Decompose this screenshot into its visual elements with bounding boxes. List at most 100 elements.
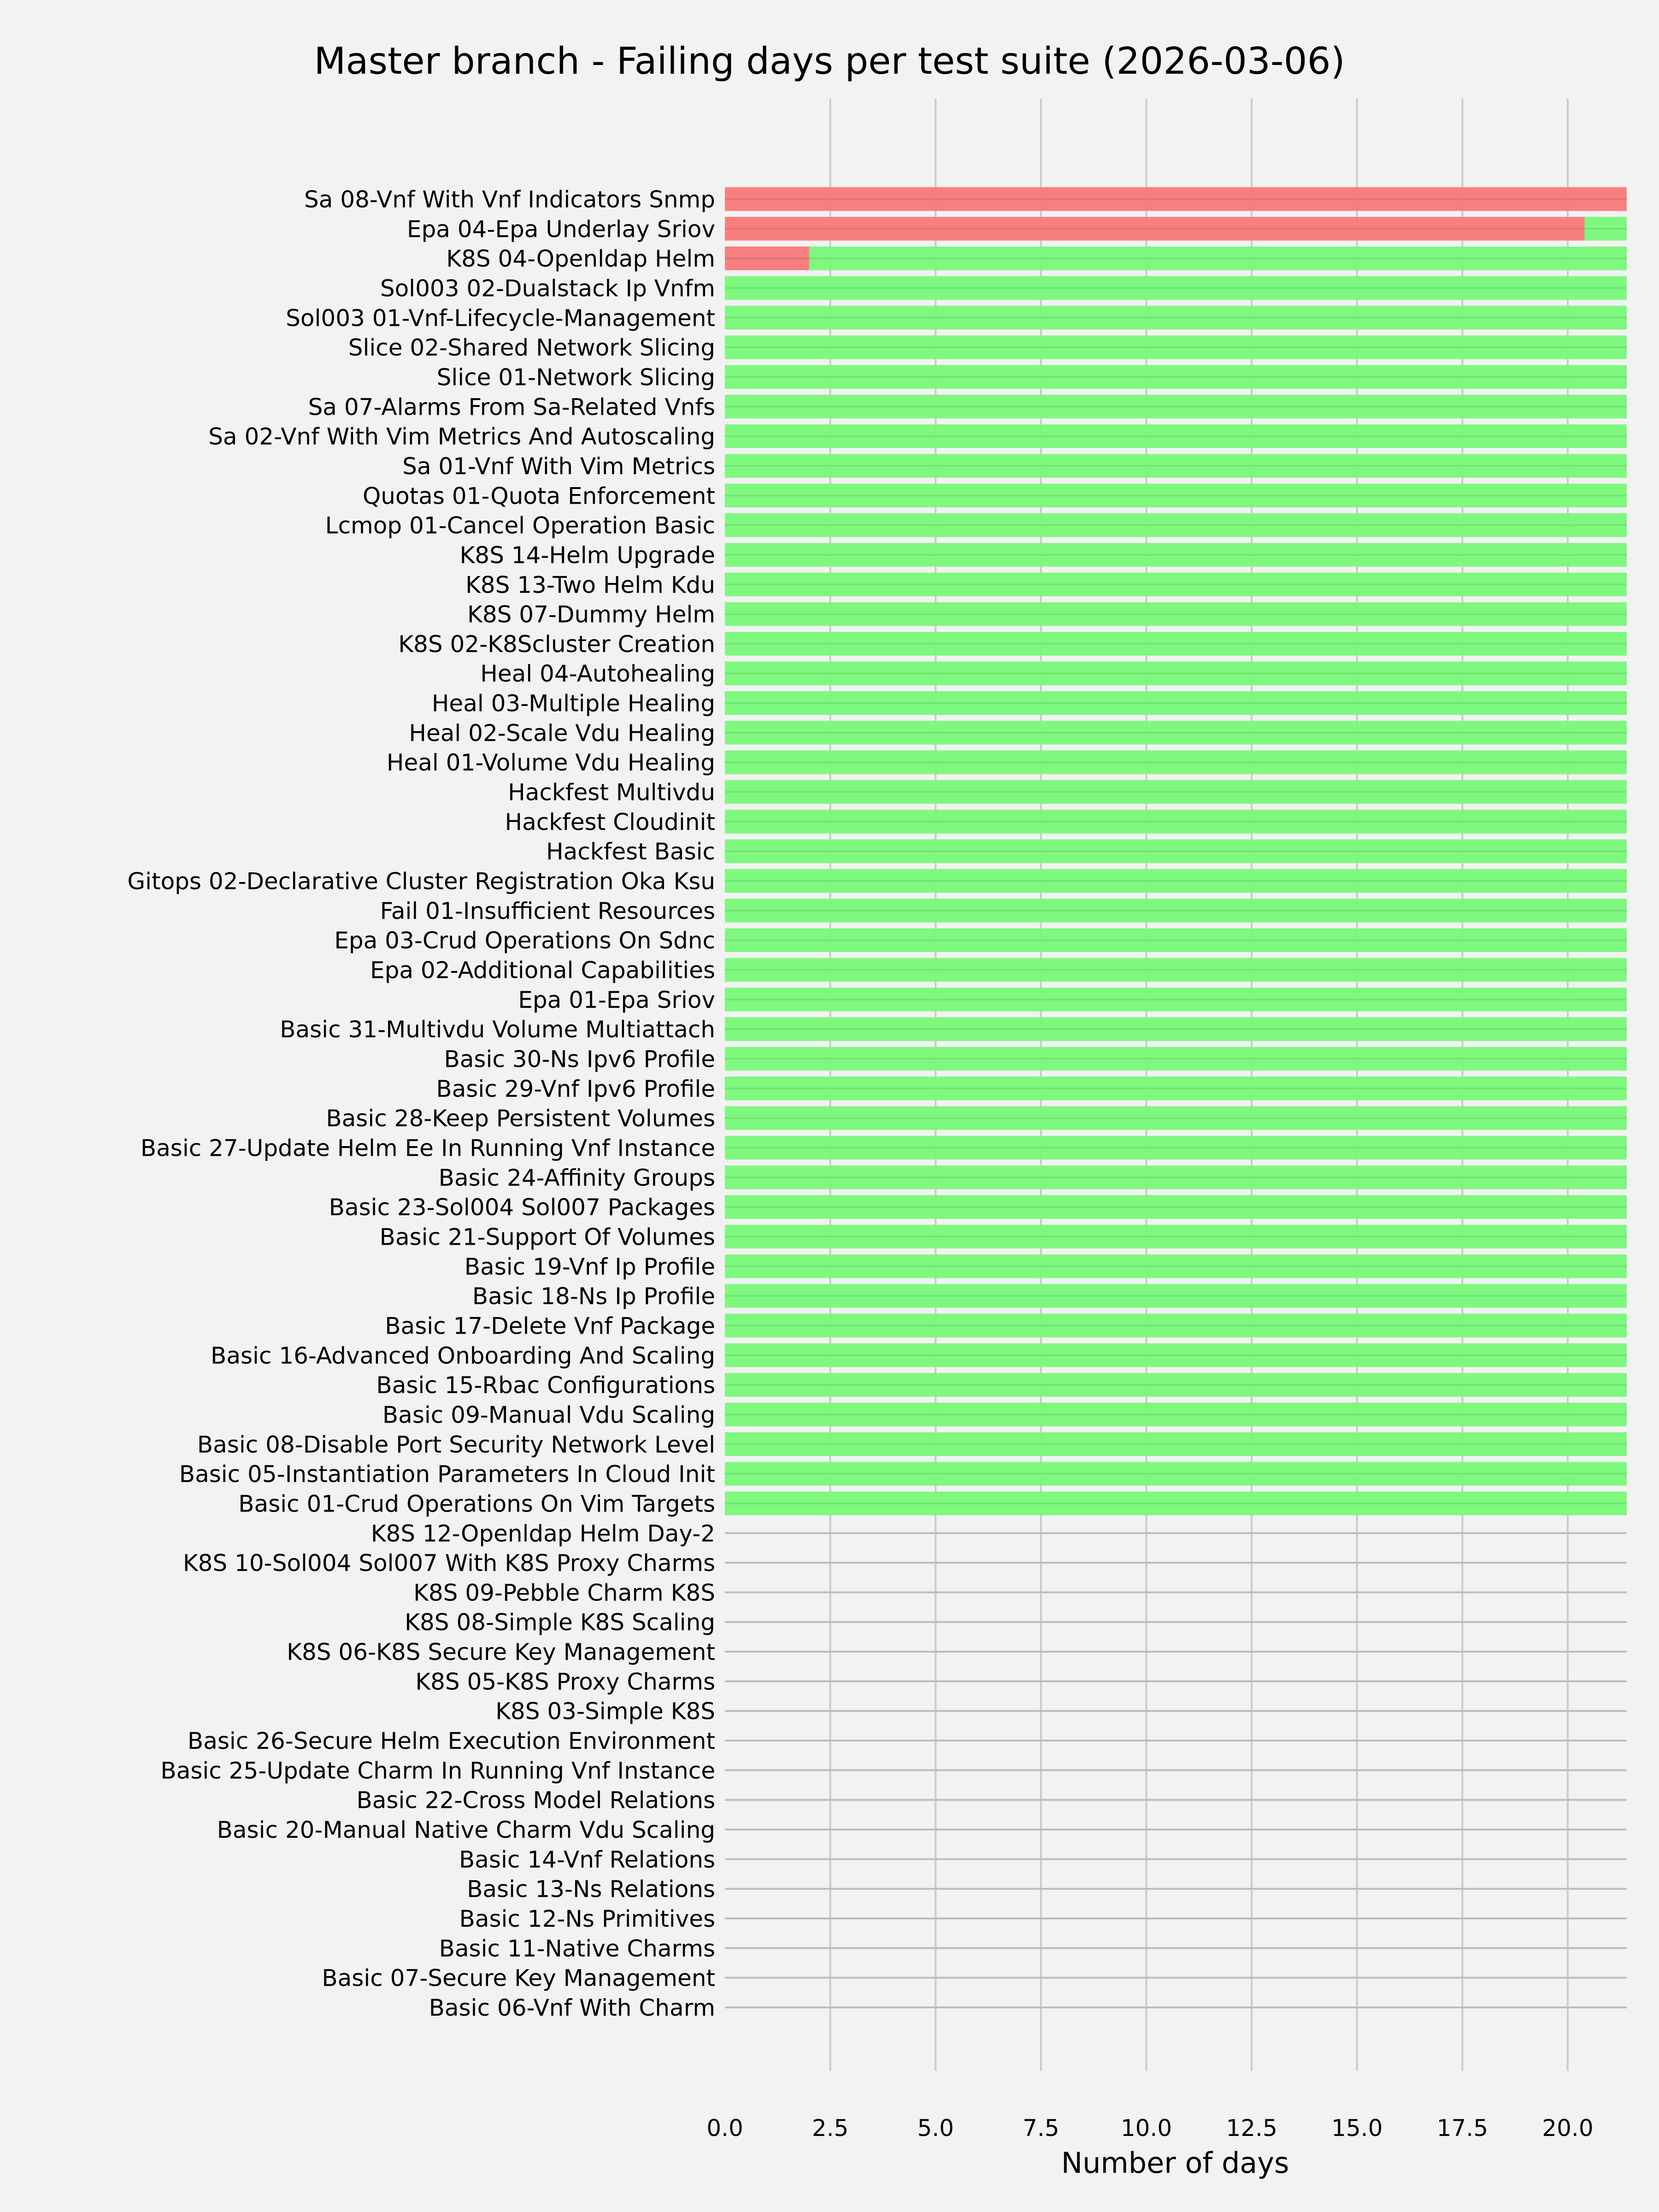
bar-passing — [725, 394, 1627, 419]
bar-passing — [725, 1224, 1627, 1249]
x-tick-label: 10.0 — [1121, 2115, 1172, 2141]
bar-failing — [725, 246, 809, 271]
y-tick-label: Gitops 02-Declarative Cluster Registrati… — [127, 868, 715, 895]
y-tick-label: Epa 01-Epa Sriov — [518, 987, 715, 1013]
bar-passing — [725, 988, 1627, 1012]
x-tick-label: 20.0 — [1542, 2115, 1593, 2141]
y-tick-label: Heal 03-Multiple Healing — [432, 690, 715, 717]
bars — [725, 187, 1627, 2008]
y-tick-label: Basic 14-Vnf Relations — [459, 1846, 715, 1873]
bar-passing — [725, 543, 1627, 567]
y-tick-label: Basic 05-Instantiation Parameters In Clo… — [179, 1461, 715, 1488]
bar-passing — [725, 1491, 1627, 1516]
bar-passing — [725, 335, 1627, 359]
bar-passing — [725, 1254, 1627, 1278]
y-tick-label: Hackfest Cloudinit — [505, 809, 716, 835]
bar-passing — [725, 691, 1627, 715]
y-tick-label: Basic 18-Ns Ip Profile — [472, 1283, 715, 1310]
y-tick-label: K8S 14-Helm Upgrade — [459, 542, 715, 569]
y-tick-label: Basic 31-Multivdu Volume Multiattach — [280, 1016, 715, 1043]
bar-passing — [809, 246, 1627, 271]
bar-passing — [725, 1462, 1627, 1486]
y-tick-label: Basic 12-Ns Primitives — [459, 1906, 716, 1932]
y-tick-label: Basic 08-Disable Port Security Network L… — [197, 1431, 715, 1458]
y-tick-label: K8S 02-K8Scluster Creation — [398, 631, 715, 658]
bar-passing — [725, 1017, 1627, 1041]
bar-passing — [725, 483, 1627, 508]
y-tick-label: Basic 22-Cross Model Relations — [356, 1787, 715, 1814]
bar-passing — [725, 513, 1627, 537]
bar-passing — [725, 572, 1627, 596]
y-tick-label: Basic 20-Manual Native Charm Vdu Scaling — [217, 1817, 715, 1843]
x-axis-label: Number of days — [1061, 2146, 1289, 2180]
y-tick-label: Quotas 01-Quota Enforcement — [363, 482, 715, 509]
bar-passing — [725, 661, 1627, 685]
y-tick-label: Sa 07-Alarms From Sa-Related Vnfs — [308, 394, 715, 420]
y-tick-label: K8S 08-Simple K8S Scaling — [405, 1609, 715, 1636]
bar-passing — [725, 424, 1627, 448]
y-tick-label: K8S 09-Pebble Charm K8S — [413, 1579, 715, 1606]
y-tick-label: Basic 25-Update Charm In Running Vnf Ins… — [160, 1757, 715, 1784]
y-tick-label: Epa 04-Epa Underlay Sriov — [407, 216, 715, 242]
y-tick-label: Slice 01-Network Slicing — [437, 364, 715, 391]
y-tick-label: Basic 28-Keep Persistent Volumes — [326, 1105, 715, 1132]
x-tick-label: 12.5 — [1226, 2115, 1277, 2141]
bar-passing — [725, 1313, 1627, 1338]
bar-passing — [725, 1195, 1627, 1219]
y-tick-label: Basic 01-Crud Operations On Vim Targets — [238, 1490, 715, 1517]
bar-passing — [725, 454, 1627, 478]
bar-passing — [725, 1284, 1627, 1308]
y-tick-label: Basic 09-Manual Vdu Scaling — [382, 1401, 715, 1428]
bar-passing — [725, 306, 1627, 330]
y-tick-label: Basic 23-Sol004 Sol007 Packages — [329, 1194, 715, 1221]
y-tick-label: K8S 07-Dummy Helm — [467, 601, 715, 628]
bar-passing — [725, 721, 1627, 745]
y-tick-label: Basic 21-Support Of Volumes — [380, 1224, 715, 1250]
y-tick-label: K8S 04-Openldap Helm — [446, 246, 715, 272]
y-tick-label: Basic 07-Secure Key Management — [322, 1965, 715, 1992]
y-tick-label: Fail 01-Insufficient Resources — [380, 898, 715, 924]
bar-passing — [725, 1077, 1627, 1100]
bar-passing — [725, 1373, 1627, 1397]
y-tick-label: Heal 02-Scale Vdu Healing — [409, 720, 715, 747]
y-tick-labels: Sa 08-Vnf With Vnf Indicators Snmp Epa 04… — [127, 186, 715, 2021]
x-tick-labels: 0.0 2.5 5.0 7.5 10.0 12.5 15.0 17.5 20.0 — [706, 2115, 1593, 2141]
bar-passing — [725, 276, 1627, 300]
y-tick-label: Sa 01-Vnf With Vim Metrics — [402, 453, 715, 480]
bar-failing — [725, 217, 1585, 241]
bar-passing — [725, 928, 1627, 952]
bar-passing — [725, 1165, 1627, 1189]
bar-passing — [725, 365, 1627, 389]
bar-passing — [725, 750, 1627, 774]
y-tick-label: Basic 16-Advanced Onboarding And Scaling — [211, 1342, 715, 1369]
x-tick-label: 15.0 — [1331, 2115, 1382, 2141]
y-tick-label: Sol003 01-Vnf-Lifecycle-Management — [286, 305, 715, 331]
y-tick-label: Basic 29-Vnf Ipv6 Profile — [436, 1076, 715, 1102]
y-tick-label: Basic 27-Update Helm Ee In Running Vnf I… — [141, 1135, 715, 1161]
bar-passing — [725, 1343, 1627, 1367]
y-tick-label: K8S 10-Sol004 Sol007 With K8S Proxy Char… — [183, 1550, 715, 1577]
y-tick-label: Epa 03-Crud Operations On Sdnc — [334, 927, 715, 954]
chart-title: Master branch - Failing days per test su… — [314, 40, 1345, 82]
bar-passing — [725, 1402, 1627, 1427]
y-tick-label: Basic 17-Delete Vnf Package — [385, 1312, 715, 1339]
y-tick-label: Slice 02-Shared Network Slicing — [348, 335, 715, 361]
y-tick-label: Basic 06-Vnf With Charm — [429, 1994, 715, 2021]
y-tick-label: Basic 13-Ns Relations — [467, 1876, 715, 1903]
y-tick-label: Basic 24-Affinity Groups — [439, 1165, 715, 1191]
y-tick-label: Lcmop 01-Cancel Operation Basic — [325, 512, 715, 539]
y-tick-label: Basic 15-Rbac Configurations — [376, 1372, 715, 1399]
y-tick-label: K8S 05-K8S Proxy Charms — [415, 1668, 715, 1695]
y-tick-label: Basic 11-Native Charms — [439, 1935, 715, 1962]
y-tick-label: Basic 19-Vnf Ip Profile — [465, 1253, 715, 1280]
bar-passing — [725, 1047, 1627, 1071]
bar-passing — [725, 602, 1627, 626]
y-tick-label: K8S 03-Simple K8S — [495, 1698, 715, 1725]
x-tick-label: 7.5 — [1023, 2115, 1059, 2141]
y-tick-label: K8S 13-Two Helm Kdu — [465, 571, 715, 598]
y-tick-label: Hackfest Basic — [546, 838, 715, 865]
y-tick-label: Heal 04-Autohealing — [480, 660, 715, 687]
bar-passing — [725, 1106, 1627, 1130]
y-tick-label: K8S 12-Openldap Helm Day-2 — [371, 1520, 715, 1547]
